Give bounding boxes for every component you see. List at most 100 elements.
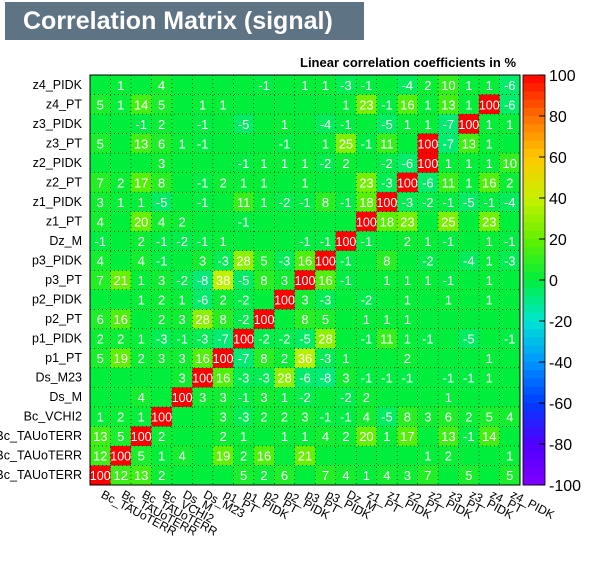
cell-value-label: 1 <box>179 136 186 151</box>
cell-value-label: 38 <box>216 273 230 288</box>
heatmap-cell <box>438 328 459 349</box>
colorbar-tick-label: 100 <box>549 68 576 85</box>
heatmap-cell <box>110 465 131 485</box>
heatmap-cell <box>130 328 152 349</box>
cell-value-label: 5 <box>322 312 329 327</box>
heatmap-cell <box>397 75 418 95</box>
cell-value-label: -6 <box>504 97 516 112</box>
heatmap-cell <box>458 289 480 310</box>
heatmap-cell <box>151 172 172 193</box>
heatmap-cell <box>438 231 459 251</box>
cell-value-label: -1 <box>299 195 311 210</box>
colorbar-segment <box>523 181 545 191</box>
cell-value-label: -1 <box>463 371 475 386</box>
heatmap-cell <box>90 153 111 173</box>
colorbar-segment <box>523 239 545 248</box>
cell-value-label: 28 <box>318 332 332 347</box>
heatmap-cell <box>479 211 500 232</box>
heatmap-cell <box>151 289 172 310</box>
heatmap-cell <box>356 172 377 193</box>
cell-value-label: 17 <box>400 429 414 444</box>
heatmap-cell <box>294 328 316 349</box>
heatmap-cell <box>499 309 520 329</box>
cell-value-label: -1 <box>156 234 168 249</box>
heatmap-cell <box>110 328 131 349</box>
heatmap-cell <box>130 211 152 232</box>
cell-value-label: -2 <box>381 156 393 171</box>
heatmap-cell <box>315 445 336 466</box>
cell-value-label: 2 <box>281 410 288 425</box>
heatmap-cell <box>90 250 111 271</box>
heatmap-cell <box>479 250 500 271</box>
cell-value-label: 5 <box>158 97 165 112</box>
cell-value-label: -3 <box>258 371 270 386</box>
cell-value-label: 4 <box>322 429 329 444</box>
heatmap-cell <box>499 192 520 212</box>
cell-value-label: 1 <box>301 175 308 190</box>
cell-value-label: 100 <box>172 391 193 405</box>
heatmap-cell <box>253 94 275 115</box>
cell-value-label: 1 <box>281 117 288 132</box>
heatmap-cell <box>151 192 172 212</box>
heatmap-cell <box>356 445 377 466</box>
cell-value-label: 1 <box>138 273 145 288</box>
cell-value-label: -2 <box>422 195 434 210</box>
heatmap-cell <box>274 445 295 466</box>
cell-value-label: 8 <box>383 253 390 268</box>
cell-value-label: -2 <box>361 293 373 308</box>
cell-value-label: 100 <box>254 313 275 327</box>
heatmap-cell <box>376 426 398 446</box>
heatmap-cell <box>274 270 295 290</box>
heatmap-cell <box>479 192 500 212</box>
heatmap-cell <box>376 270 398 290</box>
heatmap-cell <box>171 328 193 349</box>
heatmap-cell <box>458 114 480 134</box>
cell-value-label: 3 <box>281 273 288 288</box>
heatmap-cell <box>130 270 152 290</box>
heatmap-cell <box>397 153 418 173</box>
y-tick-label: z2_PIDK <box>33 156 83 170</box>
heatmap-cell <box>499 406 520 427</box>
heatmap-cell <box>356 309 377 329</box>
cell-value-label: 100 <box>295 274 316 288</box>
heatmap-cell <box>233 231 254 251</box>
heatmap-cell <box>315 114 336 134</box>
cell-value-label: 23 <box>359 175 373 190</box>
cell-value-label: 5 <box>260 253 267 268</box>
cell-value-label: -3 <box>504 253 516 268</box>
cell-value-label: 6 <box>158 136 165 151</box>
cell-value-label: 12 <box>93 449 107 464</box>
heatmap-cell <box>376 211 398 232</box>
cell-value-label: -1 <box>443 371 455 386</box>
heatmap-cell <box>397 328 418 349</box>
heatmap-cell <box>499 172 520 193</box>
heatmap-cell <box>212 465 234 485</box>
cell-value-label: -1 <box>361 332 373 347</box>
cell-value-label: -3 <box>238 410 250 425</box>
heatmap-cell <box>274 231 295 251</box>
y-tick-label: Bc_TAUoTERR <box>0 468 82 482</box>
heatmap-cell <box>212 250 234 271</box>
colorbar-segment <box>523 296 545 306</box>
cell-value-label: -6 <box>299 371 311 386</box>
cell-value-label: -1 <box>238 390 250 405</box>
cell-value-label: 1 <box>260 195 267 210</box>
cell-value-label: 20 <box>359 429 373 444</box>
heatmap-cell <box>335 192 357 212</box>
heatmap-cell <box>294 231 316 251</box>
heatmap-cell <box>356 153 377 173</box>
cell-value-label: -7 <box>443 117 455 132</box>
heatmap-cell <box>499 270 520 290</box>
colorbar-segment <box>523 370 545 379</box>
colorbar-segment <box>523 189 545 199</box>
heatmap-cell <box>192 153 213 173</box>
heatmap-cell <box>192 309 213 329</box>
cell-value-label: 1 <box>486 117 493 132</box>
cell-value-label: 23 <box>482 214 496 229</box>
colorbar-segment <box>523 165 545 174</box>
cell-value-label: 1 <box>301 429 308 444</box>
heatmap-cell <box>479 367 500 388</box>
heatmap-cell <box>151 406 172 427</box>
heatmap-cell <box>356 328 377 349</box>
heatmap-cell <box>294 75 316 95</box>
